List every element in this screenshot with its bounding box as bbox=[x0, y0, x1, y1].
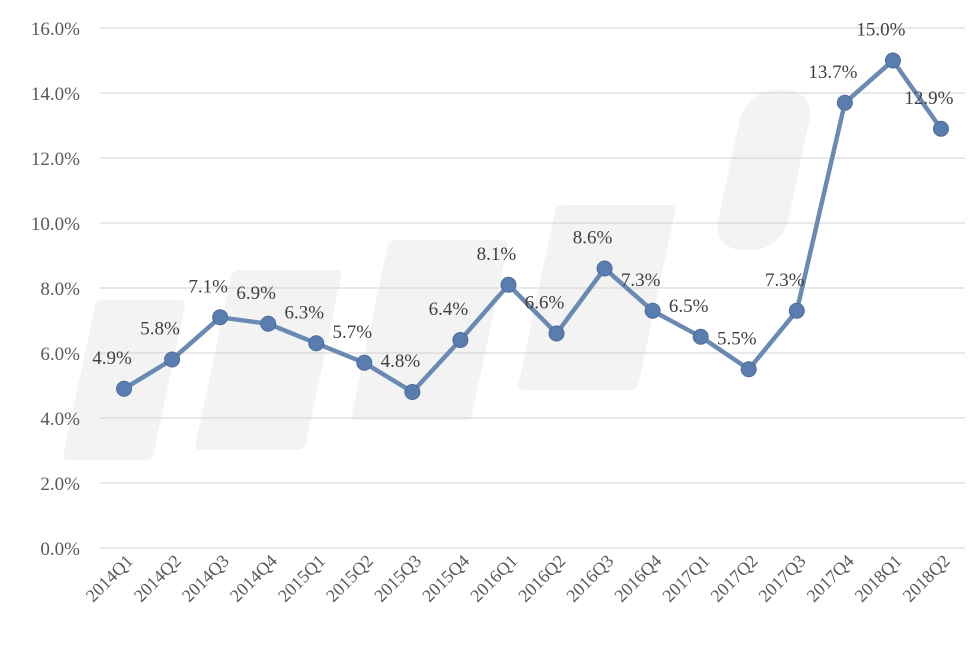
data-point bbox=[788, 302, 805, 319]
x-tick-label: 2017Q4 bbox=[803, 551, 858, 606]
y-tick-label: 10.0% bbox=[31, 214, 80, 235]
x-tick-label: 2016Q1 bbox=[466, 551, 521, 606]
x-tick-label: 2018Q1 bbox=[851, 551, 906, 606]
data-label: 13.7% bbox=[808, 62, 857, 83]
x-tick-label: 2016Q2 bbox=[514, 551, 569, 606]
data-labels: 4.9% 5.8% 7.1% 6.9% 6.3% 5.7% 4.8% 6.4% 8.1% 6.6%… bbox=[92, 20, 953, 373]
data-label: 5.7% bbox=[333, 322, 373, 343]
data-point bbox=[740, 361, 757, 378]
data-point bbox=[116, 380, 133, 397]
y-axis-tick-labels: 0.0% 2.0% 4.0% 6.0% 8.0% 10.0% 12.0% 14.0% 16.0% bbox=[31, 19, 80, 560]
data-label: 5.5% bbox=[717, 328, 757, 349]
data-label: 6.3% bbox=[284, 302, 324, 323]
series-line bbox=[121, 58, 944, 395]
gridlines bbox=[100, 27, 965, 549]
data-point bbox=[836, 94, 853, 111]
data-point bbox=[164, 351, 181, 368]
data-label: 7.3% bbox=[621, 270, 661, 291]
data-point bbox=[692, 328, 709, 345]
series-markers bbox=[116, 52, 949, 400]
x-tick-label: 2016Q3 bbox=[562, 551, 617, 606]
data-point bbox=[500, 276, 517, 293]
x-tick-label: 2014Q3 bbox=[178, 551, 233, 606]
y-tick-label: 2.0% bbox=[40, 474, 80, 495]
x-tick-label: 2017Q1 bbox=[658, 551, 713, 606]
data-point bbox=[452, 332, 469, 348]
y-tick-label: 4.0% bbox=[40, 409, 80, 430]
series-line-path bbox=[121, 58, 944, 395]
y-tick-label: 6.0% bbox=[40, 344, 80, 365]
data-label: 5.8% bbox=[140, 319, 180, 340]
x-tick-label: 2014Q1 bbox=[82, 551, 137, 606]
data-point bbox=[884, 52, 901, 69]
data-label: 4.8% bbox=[381, 351, 421, 372]
data-point bbox=[356, 354, 373, 371]
x-tick-label: 2018Q2 bbox=[899, 551, 954, 606]
x-tick-label: 2016Q4 bbox=[610, 551, 665, 606]
data-label: 8.6% bbox=[573, 228, 613, 249]
y-tick-label: 16.0% bbox=[31, 19, 80, 40]
x-tick-label: 2015Q3 bbox=[370, 551, 425, 606]
watermark-logo bbox=[63, 90, 811, 460]
data-point bbox=[596, 260, 613, 277]
x-tick-label: 2014Q2 bbox=[130, 551, 185, 606]
data-label: 12.9% bbox=[904, 88, 953, 109]
data-point bbox=[932, 120, 949, 137]
y-tick-label: 0.0% bbox=[40, 539, 80, 560]
x-tick-label: 2014Q4 bbox=[226, 551, 281, 606]
x-tick-label: 2017Q3 bbox=[754, 551, 809, 606]
data-point bbox=[404, 384, 421, 400]
x-axis-tick-labels: 2014Q12014Q22014Q32014Q42015Q12015Q22015… bbox=[82, 551, 954, 606]
data-label: 7.1% bbox=[188, 276, 228, 297]
data-label: 8.1% bbox=[477, 244, 517, 265]
data-point bbox=[548, 325, 565, 342]
data-label: 6.4% bbox=[429, 299, 469, 320]
y-tick-label: 12.0% bbox=[31, 149, 80, 170]
y-tick-label: 8.0% bbox=[40, 279, 80, 300]
x-tick-label: 2015Q2 bbox=[322, 551, 377, 606]
data-label: 7.3% bbox=[765, 270, 805, 291]
data-point bbox=[260, 315, 277, 332]
data-label: 6.9% bbox=[236, 283, 276, 304]
data-point bbox=[308, 335, 325, 352]
data-label: 6.5% bbox=[669, 296, 709, 317]
x-tick-label: 2015Q1 bbox=[274, 551, 329, 606]
x-tick-label: 2017Q2 bbox=[706, 551, 761, 606]
x-tick-label: 2015Q4 bbox=[418, 551, 473, 606]
data-point bbox=[212, 309, 229, 326]
data-point bbox=[644, 302, 661, 319]
data-label: 6.6% bbox=[525, 293, 565, 314]
y-tick-label: 14.0% bbox=[31, 84, 80, 105]
data-label: 4.9% bbox=[92, 348, 132, 369]
data-label: 15.0% bbox=[856, 20, 905, 41]
